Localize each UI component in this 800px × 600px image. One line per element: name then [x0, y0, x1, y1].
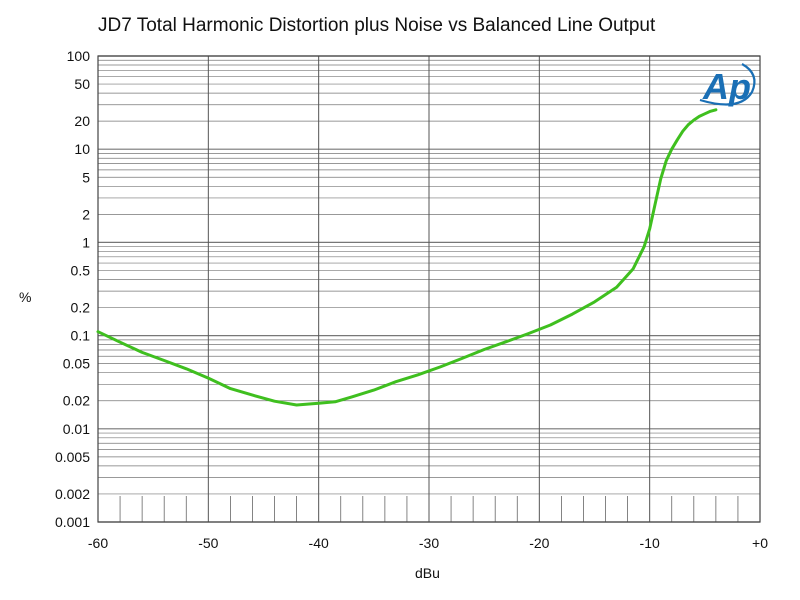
y-axis-label: % — [19, 289, 32, 305]
y-tick-label: 10 — [74, 141, 90, 157]
logo-text: Ap — [702, 66, 751, 107]
y-tick-label: 0.1 — [71, 328, 91, 344]
series-layer — [96, 108, 718, 407]
y-tick-label: 1 — [82, 234, 90, 250]
y-tick-label: 0.01 — [63, 421, 90, 437]
y-tick-label: 0.05 — [63, 356, 90, 372]
y-tick-label: 0.2 — [71, 300, 91, 316]
y-tick-label: 0.002 — [55, 486, 90, 502]
x-tick-labels: -60 -50 -40 -30 -20 -10 +0 — [88, 535, 768, 551]
y-tick-label: 20 — [74, 113, 90, 129]
y-tick-labels: 100 50 20 10 5 2 1 0.5 0.2 0.1 0.05 0.02 0.01 0.005 0.… — [55, 48, 90, 530]
chart-title: JD7 Total Harmonic Distortion plus Noise… — [98, 15, 656, 36]
y-tick-label: 5 — [82, 169, 90, 185]
y-tick-label: 0.5 — [71, 262, 91, 278]
y-tick-label: 100 — [67, 48, 91, 64]
x-axis-label: dBu — [415, 565, 440, 581]
y-tick-label: 0.001 — [55, 514, 90, 530]
x-tick-label: -60 — [88, 535, 108, 551]
y-tick-label: 0.005 — [55, 449, 90, 465]
x-tick-label: -50 — [198, 535, 218, 551]
grid-lines — [97, 55, 761, 523]
x-tick-label: +0 — [752, 535, 768, 551]
logo-swoosh — [699, 63, 756, 106]
series-line-0 — [96, 108, 718, 407]
x-tick-label: -20 — [529, 535, 549, 551]
ap-logo: Ap — [699, 63, 756, 107]
y-tick-label: 50 — [74, 76, 90, 92]
x-tick-label: -40 — [309, 535, 329, 551]
y-tick-label: 0.02 — [63, 393, 90, 409]
plot-border — [97, 55, 761, 523]
x-tick-label: -30 — [419, 535, 439, 551]
y-tick-label: 2 — [82, 206, 90, 222]
x-tick-label: -10 — [640, 535, 660, 551]
